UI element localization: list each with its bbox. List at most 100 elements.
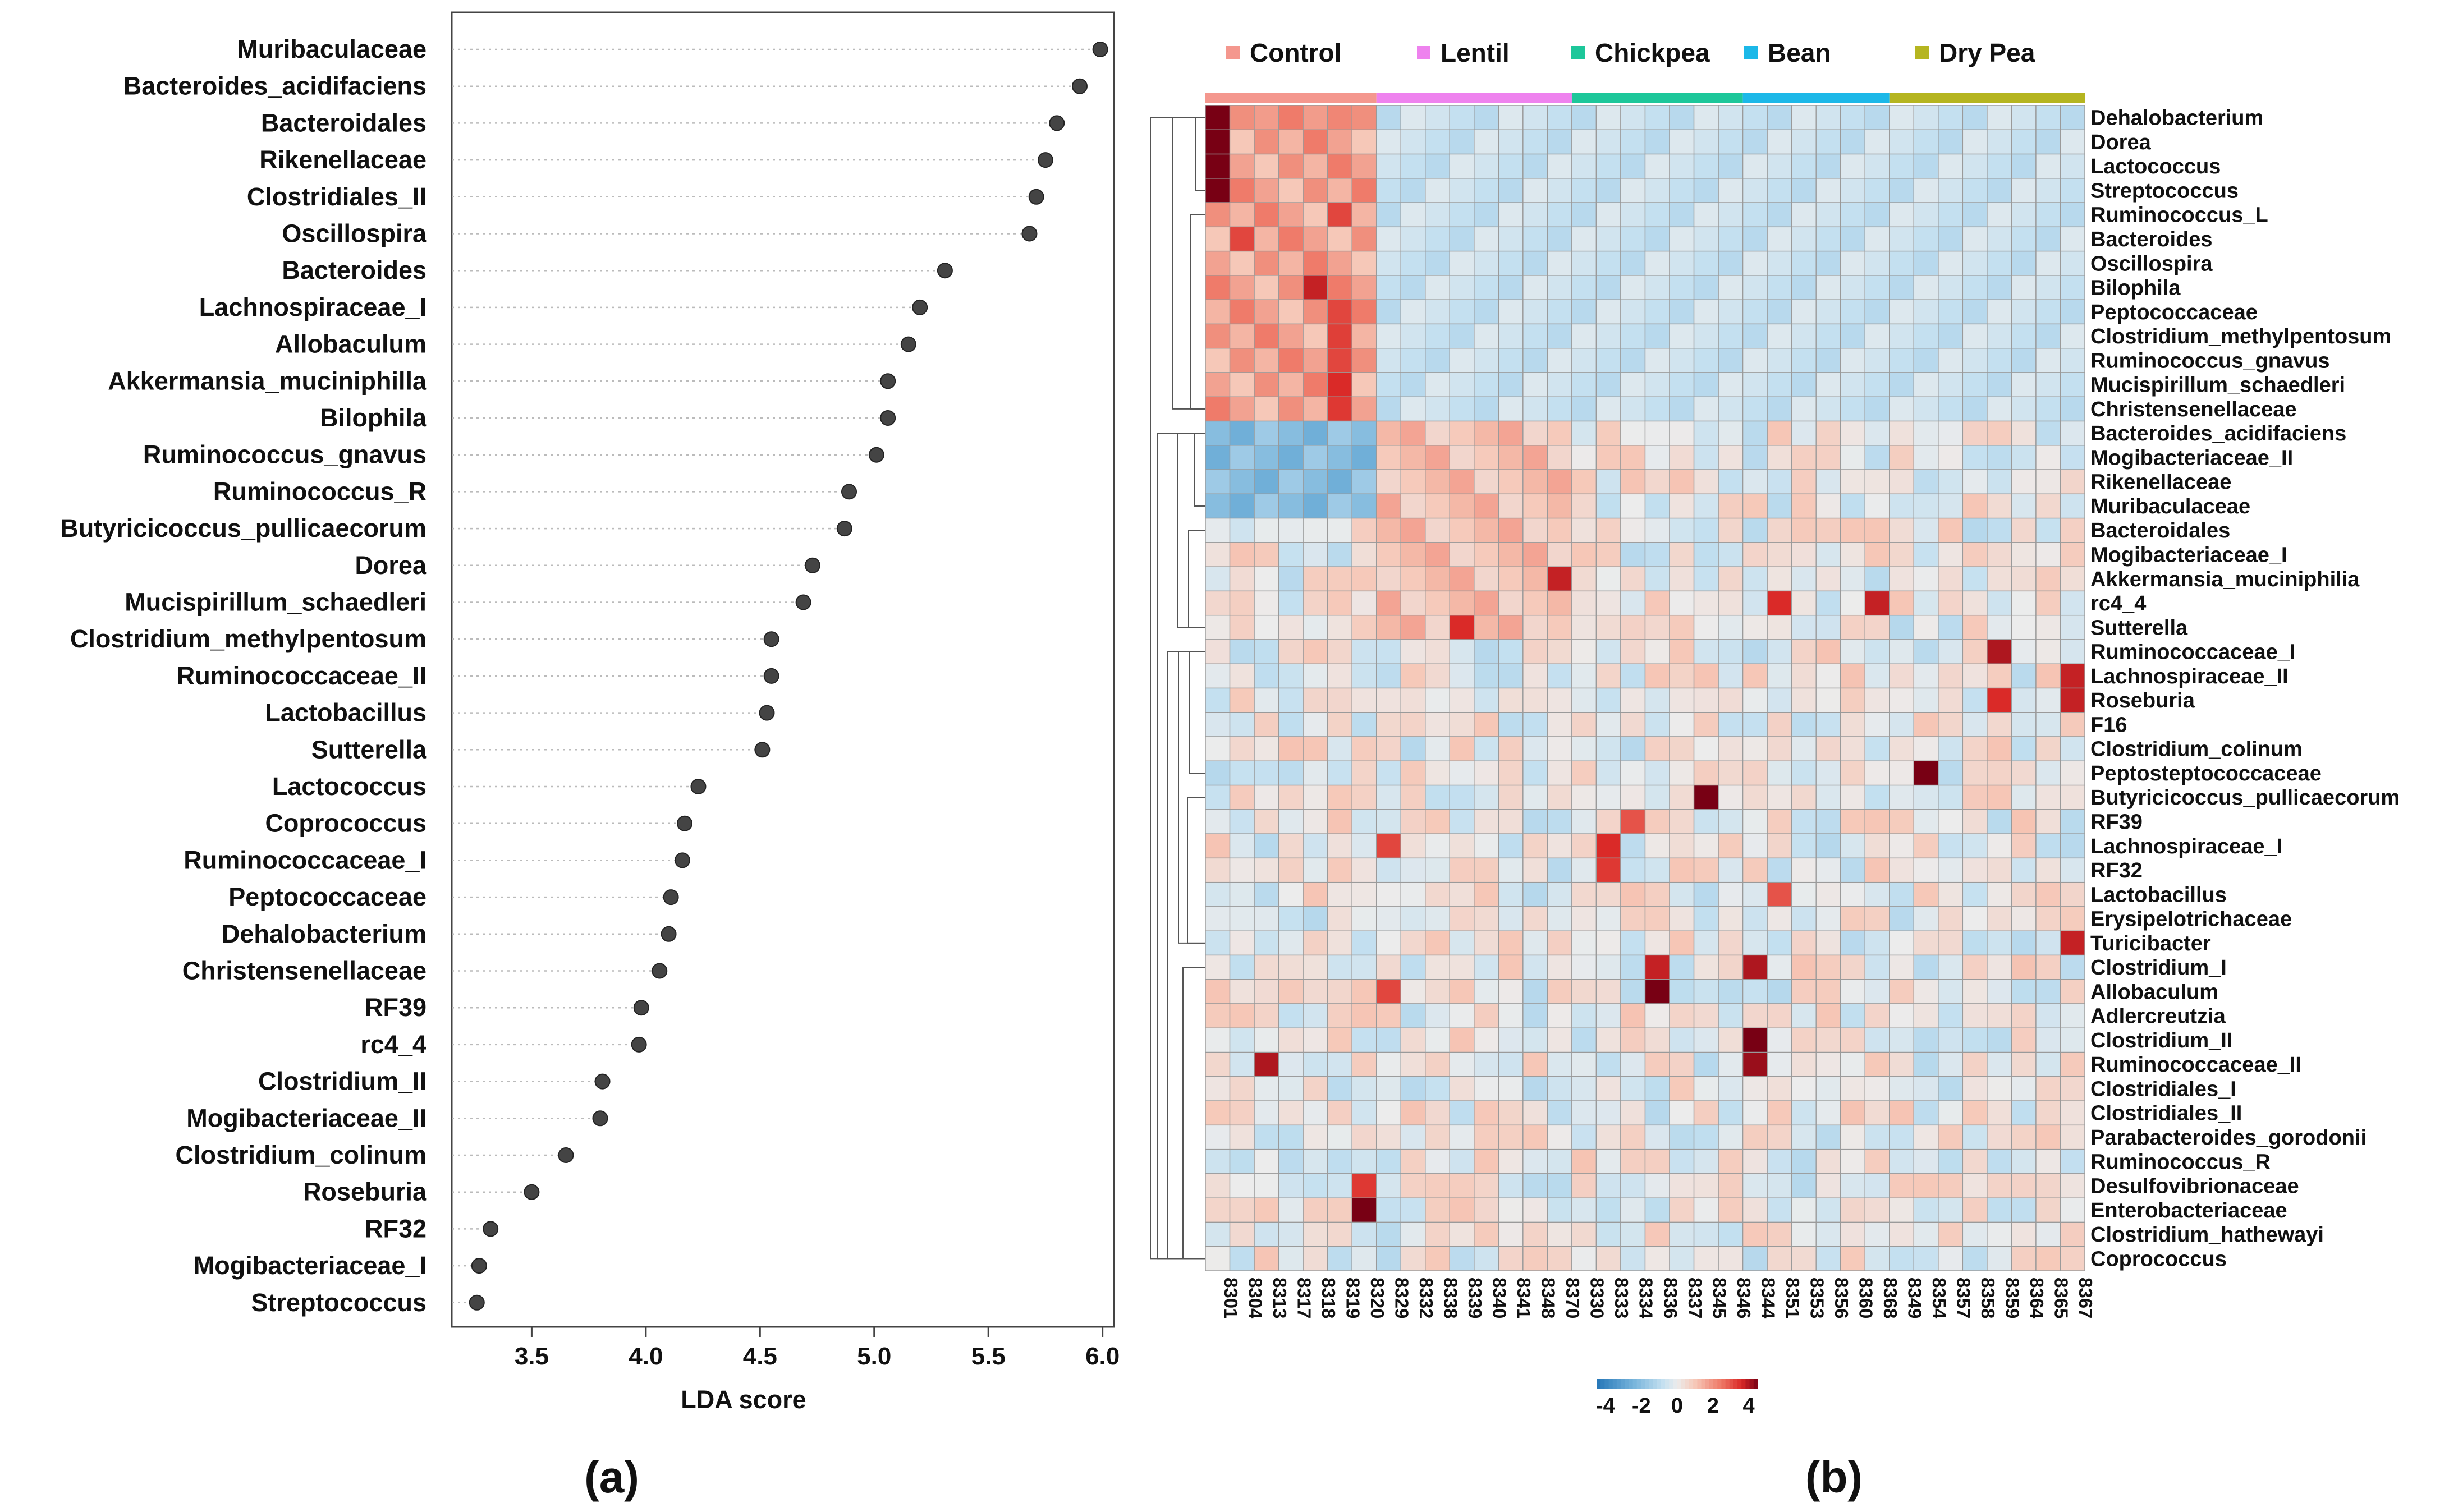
heatmap-cell: [1547, 153, 1572, 179]
heatmap-cell: [1644, 809, 1670, 834]
heatmap-cell: [1351, 687, 1377, 713]
heatmap-cell: [1449, 1246, 1475, 1271]
heatmap-cell: [1742, 372, 1768, 397]
heatmap-cell: [1913, 881, 1939, 907]
heatmap-cell: [1889, 129, 1915, 155]
heatmap-cell: [1987, 1173, 2012, 1198]
heatmap-cell: [2011, 372, 2037, 397]
heatmap-cell: [1474, 566, 1499, 592]
colorbar-segment: [1705, 1379, 1710, 1389]
heatmap-cell: [2060, 372, 2085, 397]
heatmap-cell: [1693, 954, 1719, 980]
heatmap-cell: [1987, 542, 2012, 567]
heatmap-cell: [1742, 469, 1768, 495]
heatmap-cell: [1449, 250, 1475, 276]
heatmap-cell: [1595, 420, 1621, 446]
heatmap-cell: [1815, 275, 1841, 300]
heatmap-cell: [2035, 372, 2061, 397]
heatmap-cell: [1571, 760, 1597, 786]
heatmap-cell: [1767, 687, 1792, 713]
heatmap-cell: [1400, 202, 1426, 228]
heatmap-cell: [1669, 396, 1695, 422]
heatmap-cell: [1644, 1051, 1670, 1077]
heatmap-cell: [1425, 445, 1450, 470]
heatmap-cell: [1327, 517, 1352, 543]
heatmap-cell: [1913, 1124, 1939, 1150]
heatmap-cell: [1205, 1221, 1231, 1247]
heatmap-row-label: Muribaculaceae: [2090, 495, 2250, 518]
heatmap-cell: [1595, 1100, 1621, 1126]
heatmap-cell: [1913, 833, 1939, 859]
heatmap-cell: [2060, 1246, 2085, 1271]
heatmap-cell: [1425, 396, 1450, 422]
heatmap-column-label: 8304: [1245, 1277, 1265, 1319]
heatmap-cell: [1425, 663, 1450, 689]
heatmap-cell: [1278, 542, 1304, 567]
heatmap-cell: [1229, 542, 1255, 567]
heatmap-cell: [1449, 1124, 1475, 1150]
heatmap-cell: [1595, 1197, 1621, 1223]
heatmap-cell: [1889, 687, 1915, 713]
heatmap-cell: [1522, 420, 1548, 446]
heatmap-cell: [1767, 566, 1792, 592]
heatmap-cell: [2060, 396, 2085, 422]
heatmap-column-label: 8359: [2002, 1277, 2023, 1318]
heatmap-cell: [1987, 736, 2012, 762]
heatmap-cell: [1644, 736, 1670, 762]
legend-swatch: [1915, 46, 1929, 59]
heatmap-cell: [1303, 760, 1328, 786]
heatmap-cell: [1767, 445, 1792, 470]
heatmap-cell: [1962, 1100, 1988, 1126]
heatmap-cell: [2011, 129, 2037, 155]
heatmap-cell: [1547, 881, 1572, 907]
heatmap-cell: [1474, 881, 1499, 907]
heatmap-cell: [1375, 250, 1401, 276]
heatmap-cell: [1815, 105, 1841, 130]
heatmap-cell: [1742, 153, 1768, 179]
heatmap-cell: [1815, 348, 1841, 373]
heatmap-cell: [1278, 517, 1304, 543]
heatmap-cell: [1913, 348, 1939, 373]
heatmap-cell: [2011, 1197, 2037, 1223]
heatmap-cell: [1644, 299, 1670, 325]
colorbar-segment: [1737, 1379, 1742, 1389]
heatmap-cell: [1718, 129, 1744, 155]
heatmap-cell: [1425, 129, 1450, 155]
heatmap-cell: [1718, 250, 1744, 276]
heatmap-cell: [1278, 833, 1304, 859]
heatmap-cell: [1498, 736, 1524, 762]
heatmap-cell: [1987, 760, 2012, 786]
heatmap-cell: [1522, 809, 1548, 834]
heatmap-cell: [1962, 396, 1988, 422]
colorbar-segment: [1612, 1379, 1617, 1389]
heatmap-cell: [1767, 348, 1792, 373]
data-point: [1049, 115, 1065, 131]
heatmap-cell: [1474, 1124, 1499, 1150]
heatmap-cell: [1913, 590, 1939, 616]
heatmap-cell: [1669, 105, 1695, 130]
heatmap-cell: [1229, 493, 1255, 519]
heatmap-cell: [1742, 250, 1768, 276]
heatmap-cell: [1864, 226, 1890, 252]
heatmap-cell: [1644, 1197, 1670, 1223]
heatmap-cell: [1987, 930, 2012, 956]
heatmap-cell: [1375, 590, 1401, 616]
heatmap-cell: [1522, 202, 1548, 228]
heatmap-cell: [1987, 639, 2012, 664]
data-point: [592, 1110, 608, 1127]
heatmap-cell: [1791, 250, 1817, 276]
heatmap-cell: [1840, 250, 1865, 276]
heatmap-cell: [1449, 1148, 1475, 1174]
heatmap-cell: [1229, 930, 1255, 956]
heatmap-cell: [1474, 153, 1499, 179]
heatmap-cell: [1767, 275, 1792, 300]
heatmap-cell: [1693, 275, 1719, 300]
data-point: [804, 557, 820, 573]
heatmap-cell: [2060, 1148, 2085, 1174]
heatmap-cell: [1962, 1148, 1988, 1174]
heatmap-cell: [1474, 760, 1499, 786]
heatmap-cell: [2060, 299, 2085, 325]
heatmap-cell: [1327, 881, 1352, 907]
heatmap-cell: [1889, 396, 1915, 422]
heatmap-cell: [1229, 178, 1255, 203]
